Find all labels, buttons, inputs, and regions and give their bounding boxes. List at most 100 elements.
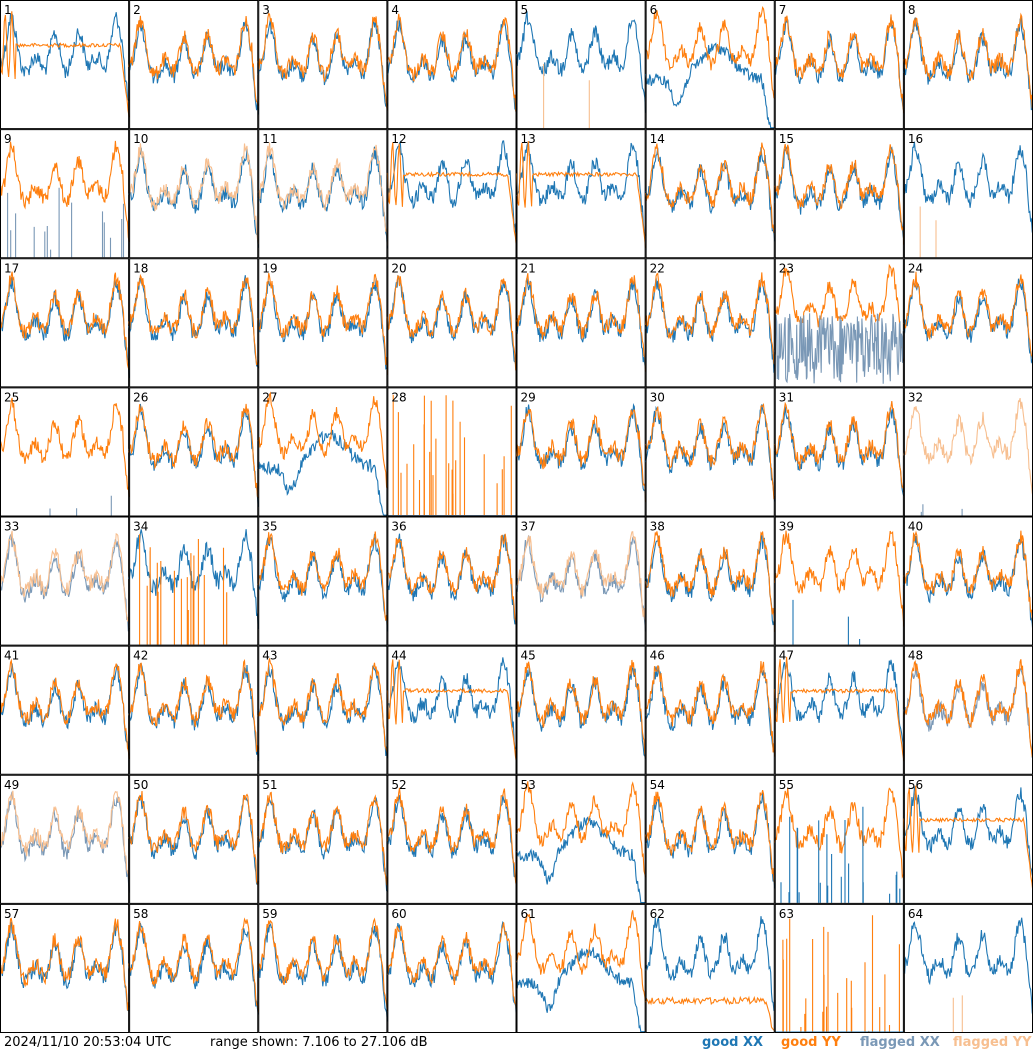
series-yy-47 (774, 656, 905, 762)
series-yy-24 (903, 271, 1033, 362)
panel-43: 43 (257, 645, 388, 775)
series-xx-39 (792, 599, 861, 645)
series-yy-52 (386, 787, 518, 887)
panel-16: 16 (903, 129, 1033, 259)
panel-61: 61 (515, 903, 647, 1033)
series-yy-54 (645, 789, 776, 884)
series-yy-26 (128, 403, 259, 499)
legend-good-xx-word: good (702, 1035, 739, 1050)
series-yy-45 (515, 659, 647, 758)
panel-frame-53 (516, 774, 646, 904)
panel-53: 53 (515, 774, 647, 904)
panel-12: 12 (386, 129, 518, 259)
series-yy-46 (645, 661, 776, 757)
series-yy-13 (515, 140, 647, 249)
panel-frame-42 (129, 645, 259, 775)
series-yy-7 (774, 14, 905, 114)
panel-frame-37 (516, 516, 646, 646)
series-yy-5 (543, 63, 590, 129)
series-xx-5 (515, 11, 647, 113)
panel-label-64: 64 (908, 907, 923, 921)
panel-label-24: 24 (908, 261, 923, 275)
panel-label-7: 7 (779, 3, 787, 17)
panel-8: 8 (903, 0, 1033, 130)
series-xx-58 (128, 922, 259, 1015)
panel-frame-1 (0, 0, 130, 130)
panel-38: 38 (645, 516, 776, 646)
series-xx-16 (903, 141, 1033, 236)
panel-label-2: 2 (133, 3, 141, 17)
series-xx-46 (645, 665, 776, 756)
series-yy-10 (128, 143, 259, 245)
panel-label-20: 20 (391, 261, 406, 275)
series-yy-23 (774, 263, 905, 362)
panel-frame-60 (387, 903, 517, 1033)
panel-frame-33 (0, 516, 130, 646)
panel-frame-30 (645, 387, 775, 517)
series-yy-34 (139, 534, 228, 645)
panel-label-6: 6 (650, 3, 658, 17)
series-xx-40 (903, 534, 1033, 635)
series-xx-29 (516, 403, 647, 502)
panel-57: 57 (0, 903, 130, 1033)
panel-label-25: 25 (4, 390, 19, 404)
series-xx-19 (258, 277, 388, 370)
panel-frame-28 (387, 387, 517, 517)
panel-frame-4 (387, 0, 517, 130)
series-xx-45 (516, 666, 647, 760)
panel-label-28: 28 (391, 390, 406, 404)
panel-label-60: 60 (391, 907, 406, 921)
panel-label-33: 33 (4, 520, 19, 534)
panel-label-31: 31 (779, 390, 794, 404)
series-xx-48 (903, 662, 1033, 758)
panel-label-30: 30 (650, 390, 665, 404)
series-yy-60 (386, 922, 518, 1016)
panel-39: 39 (774, 516, 905, 646)
legend-good-xx-pol: XX (743, 1035, 764, 1050)
panel-44: 44 (386, 645, 518, 775)
series-xx-53 (515, 816, 646, 904)
series-xx-12 (387, 140, 518, 243)
panel-frame-52 (387, 774, 517, 904)
panel-42: 42 (128, 645, 259, 775)
panel-55: 55 (774, 774, 904, 904)
panel-48: 48 (903, 645, 1033, 775)
panel-label-21: 21 (521, 261, 536, 275)
legend-good-yy-word: good (781, 1035, 818, 1050)
series-yy-15 (774, 143, 905, 245)
panel-label-3: 3 (262, 3, 270, 17)
panel-label-10: 10 (133, 132, 148, 146)
series-yy-6 (645, 6, 776, 99)
panel-frame-36 (387, 516, 517, 646)
series-yy-48 (903, 659, 1033, 757)
panel-label-54: 54 (650, 778, 665, 792)
series-yy-2 (128, 15, 259, 107)
panel-frame-17 (0, 258, 130, 388)
series-xx-9 (7, 187, 125, 258)
series-xx-4 (386, 18, 518, 118)
series-xx-64 (903, 917, 1033, 1018)
series-yy-41 (0, 658, 130, 760)
series-yy-56 (903, 785, 1033, 893)
panel-frame-54 (645, 774, 775, 904)
panel-label-59: 59 (262, 907, 277, 921)
series-yy-58 (128, 917, 259, 1013)
panel-label-35: 35 (262, 520, 277, 534)
panel-label-37: 37 (521, 520, 536, 534)
series-xx-23 (774, 313, 905, 384)
panel-30: 30 (645, 387, 776, 517)
panel-59: 59 (257, 903, 388, 1033)
panel-label-22: 22 (650, 261, 665, 275)
panel-frame-63 (774, 903, 904, 1033)
panel-35: 35 (257, 516, 388, 646)
series-yy-50 (128, 790, 259, 886)
panel-19: 19 (257, 258, 388, 388)
series-yy-36 (387, 533, 518, 632)
panel-label-49: 49 (4, 778, 19, 792)
series-xx-13 (515, 141, 647, 236)
panel-frame-20 (387, 258, 517, 388)
panel-label-39: 39 (779, 520, 794, 534)
footer: 2024/11/10 20:53:04 UTC range shown: 7.1… (0, 1033, 1033, 1053)
series-yy-18 (128, 273, 259, 366)
